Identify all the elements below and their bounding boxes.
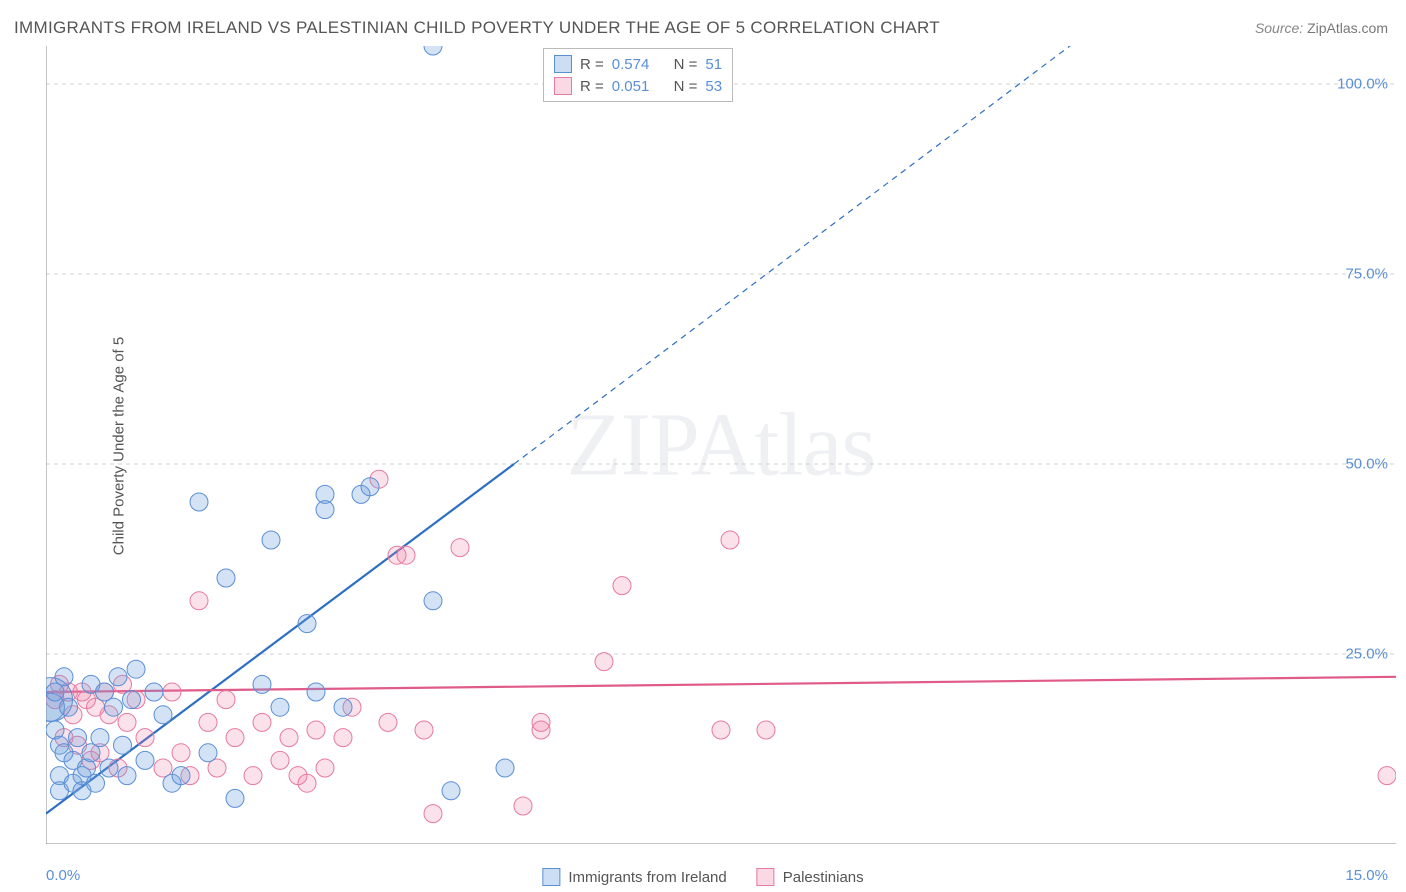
legend-swatch-icon bbox=[542, 868, 560, 886]
legend-item: Immigrants from Ireland bbox=[542, 868, 726, 886]
chart-container: { "title": "IMMIGRANTS FROM IRELAND VS P… bbox=[0, 0, 1406, 892]
y-tick-label: 50.0% bbox=[1345, 456, 1388, 473]
legend-row: R = 0.574 N = 51 bbox=[554, 53, 722, 75]
source-value: ZipAtlas.com bbox=[1307, 20, 1388, 36]
legend-row: R = 0.051 N = 53 bbox=[554, 75, 722, 97]
series-legend: Immigrants from Ireland Palestinians bbox=[542, 868, 863, 886]
x-axis-max-label: 15.0% bbox=[1345, 867, 1388, 884]
n-value: 51 bbox=[705, 56, 722, 73]
y-tick-label: 25.0% bbox=[1345, 646, 1388, 663]
r-value: 0.051 bbox=[612, 78, 650, 95]
legend-swatch-icon bbox=[554, 55, 572, 73]
y-tick-label: 100.0% bbox=[1337, 76, 1388, 93]
scatter-plot-svg bbox=[46, 46, 1396, 844]
correlation-legend: R = 0.574 N = 51 R = 0.051 N = 53 bbox=[543, 48, 733, 102]
r-label: R = bbox=[580, 56, 604, 73]
source-label: Source: bbox=[1255, 20, 1303, 36]
x-axis-min-label: 0.0% bbox=[46, 867, 80, 884]
r-label: R = bbox=[580, 78, 604, 95]
n-value: 53 bbox=[705, 78, 722, 95]
legend-swatch-icon bbox=[554, 77, 572, 95]
source-citation: Source: ZipAtlas.com bbox=[1255, 20, 1388, 36]
r-value: 0.574 bbox=[612, 56, 650, 73]
n-label: N = bbox=[674, 78, 698, 95]
chart-title: IMMIGRANTS FROM IRELAND VS PALESTINIAN C… bbox=[14, 18, 940, 38]
n-label: N = bbox=[674, 56, 698, 73]
plot-area: ZIPAtlas 25.0%50.0%75.0%100.0% bbox=[46, 46, 1396, 844]
y-tick-label: 75.0% bbox=[1345, 266, 1388, 283]
legend-label: Palestinians bbox=[783, 869, 864, 886]
legend-label: Immigrants from Ireland bbox=[568, 869, 726, 886]
legend-swatch-icon bbox=[757, 868, 775, 886]
legend-item: Palestinians bbox=[757, 868, 864, 886]
